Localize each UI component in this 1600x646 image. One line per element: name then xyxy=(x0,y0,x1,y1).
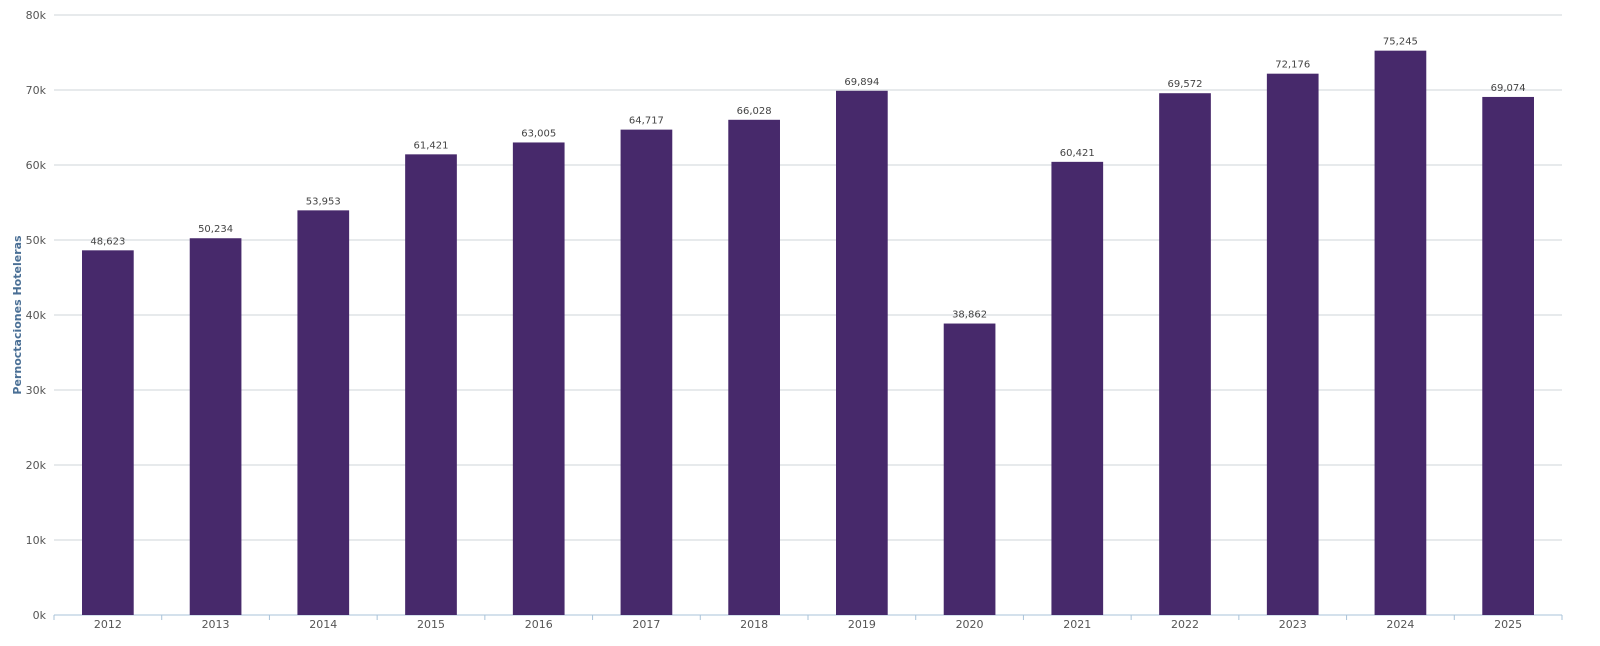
bar[interactable] xyxy=(405,154,457,615)
y-tick-label: 70k xyxy=(26,84,47,97)
bar[interactable] xyxy=(1374,50,1427,616)
data-label: 61,421 xyxy=(414,140,449,151)
data-label: 69,894 xyxy=(844,77,879,88)
bar[interactable] xyxy=(1051,161,1104,615)
y-tick-label: 20k xyxy=(26,459,47,472)
x-tick-label: 2020 xyxy=(956,618,984,631)
data-label: 75,245 xyxy=(1383,37,1418,48)
x-tick-label: 2022 xyxy=(1171,618,1199,631)
data-label: 66,028 xyxy=(737,106,772,117)
y-axis-label: Pernoctaciones Hoteleras xyxy=(11,235,24,395)
x-tick-label: 2025 xyxy=(1494,618,1522,631)
data-label: 63,005 xyxy=(521,128,556,139)
x-tick-label: 2024 xyxy=(1386,618,1414,631)
bar[interactable] xyxy=(1482,96,1534,615)
x-tick-label: 2018 xyxy=(740,618,768,631)
data-label: 64,717 xyxy=(629,116,664,127)
bar[interactable] xyxy=(943,323,996,615)
data-label: 72,176 xyxy=(1275,60,1310,71)
data-label: 50,234 xyxy=(198,224,233,235)
bar[interactable] xyxy=(189,238,242,615)
y-tick-label: 60k xyxy=(26,159,47,172)
y-tick-label: 0k xyxy=(33,609,47,622)
y-axis-ticks: 0k 10k 20k 30k 40k 50k 60k 70k 80k xyxy=(26,9,47,622)
x-tick-label: 2013 xyxy=(202,618,230,631)
x-tick-label: 2023 xyxy=(1279,618,1307,631)
x-axis-ticks: 2012 2013 2014 2015 2016 2017 2018 2019 2020 2021… xyxy=(53,615,1563,631)
x-tick-label: 2014 xyxy=(309,618,337,631)
data-label: 69,074 xyxy=(1491,83,1526,94)
x-tick-label: 2021 xyxy=(1063,618,1091,631)
bar[interactable] xyxy=(1159,93,1211,615)
gridlines xyxy=(54,14,1562,616)
y-tick-label: 80k xyxy=(26,9,47,22)
data-label: 69,572 xyxy=(1168,79,1203,90)
bar[interactable] xyxy=(1266,73,1319,616)
bar[interactable] xyxy=(728,119,780,615)
data-label: 60,421 xyxy=(1060,148,1095,159)
y-tick-label: 30k xyxy=(26,384,47,397)
bar[interactable] xyxy=(620,129,673,615)
x-tick-label: 2019 xyxy=(848,618,876,631)
x-tick-label: 2017 xyxy=(632,618,660,631)
data-label: 38,862 xyxy=(952,310,987,321)
y-tick-label: 10k xyxy=(26,534,47,547)
x-tick-label: 2016 xyxy=(525,618,553,631)
y-tick-label: 40k xyxy=(26,309,47,322)
bar[interactable] xyxy=(82,250,134,615)
bar[interactable] xyxy=(297,210,350,616)
y-tick-label: 50k xyxy=(26,234,47,247)
data-label: 48,623 xyxy=(90,236,125,247)
x-tick-label: 2015 xyxy=(417,618,445,631)
bars xyxy=(82,50,1534,616)
x-tick-label: 2012 xyxy=(94,618,122,631)
bar[interactable] xyxy=(512,142,565,615)
data-label: 53,953 xyxy=(306,196,341,207)
bar[interactable] xyxy=(836,90,888,616)
data-labels: 48,623 50,234 53,953 61,421 63,005 64,717 66,0… xyxy=(90,37,1525,321)
